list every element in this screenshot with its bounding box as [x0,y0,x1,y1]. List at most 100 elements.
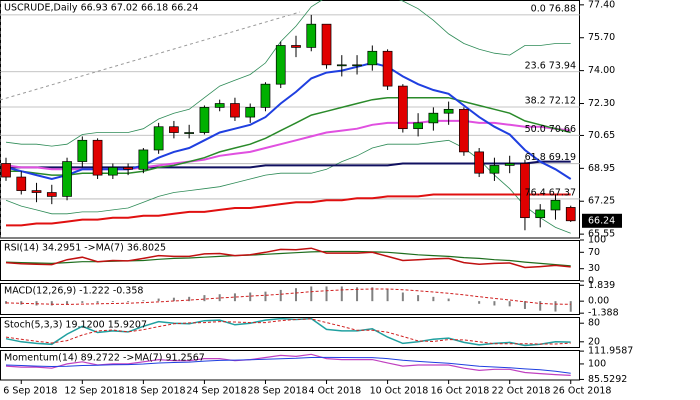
last-price-box [582,213,622,228]
histogram-bar [142,300,145,302]
last-price-label: 66.24 [588,215,615,226]
candle-body [169,126,179,133]
x-tick-label: 24 Sep 2018 [186,386,246,397]
candle-body [504,163,515,166]
histogram-bar [50,301,53,306]
panel-title: USCRUDE,Daily 66.93 67.02 66.18 66.24 [4,3,198,14]
fib-label: 50.0 70.66 [525,124,576,135]
candle-body [153,126,164,151]
histogram-bar [203,295,206,302]
y-tick-label: 72.30 [588,98,615,109]
y-tick-label: 85.5292 [588,374,627,385]
fib-label: 23.6 73.94 [525,60,576,71]
histogram-bar [172,297,175,302]
fib-label: 0.0 76.88 [531,3,576,14]
panel-title: Stoch(5,3,3) 19.1200 15.9207 [4,320,147,331]
candle-body [352,64,362,67]
y-tick-label: 0 [588,276,594,287]
x-tick-label: 28 Sep 2018 [247,386,307,397]
indicator-line [5,356,571,374]
candle-body [260,83,271,108]
y-tick-label: 100 [588,358,606,369]
histogram-bar [386,289,389,302]
x-tick-label: 22 Oct 2018 [492,386,551,397]
y-tick-label: 100 [588,235,606,246]
indicator-line [6,193,571,227]
candle-body [565,207,576,222]
panel-title: RSI(14) 34.2951 ->MA(7) 36.8025 [4,243,166,254]
fib-label: 76.4 67.37 [525,187,576,198]
y-tick-label: 1.839 [588,280,615,291]
candle-body [107,167,118,176]
candle-body [306,23,317,48]
candle-body [245,107,256,118]
y-tick-label: 111.9587 [588,346,633,357]
histogram-bar [81,301,84,303]
y-tick-label: -1.388 [588,308,619,319]
y-tick-label: 70 [588,247,600,258]
histogram-bar [401,292,404,302]
histogram-bar [157,298,160,302]
histogram-bar [111,301,114,303]
indicator-line [5,288,571,305]
candle-body [92,139,103,176]
candle-body [550,199,561,211]
histogram-bar [340,286,343,302]
candle-body [214,103,225,108]
candle-body [123,167,133,170]
candle-body [291,45,301,48]
candle-body [382,50,393,87]
histogram-bar [249,292,252,302]
histogram-bar [279,289,282,302]
panel-frame [0,317,580,348]
histogram-bar [310,286,313,302]
histogram-bar [417,295,420,302]
histogram-bar [218,294,221,302]
candle-body [413,122,423,130]
candle-body [336,64,347,67]
candle-body [138,149,149,170]
x-tick-label: 12 Sep 2018 [64,386,124,397]
histogram-bar [188,296,191,302]
y-tick-label: 74.00 [588,65,615,76]
indicator-line [5,317,571,347]
y-tick-label: 70.65 [588,130,615,141]
trend-line [0,11,301,101]
candle-body [489,165,500,174]
histogram-bar [371,287,374,302]
candle-body [474,151,485,174]
histogram-bar [447,298,450,302]
histogram-bar [325,286,328,302]
histogram-bar [96,301,99,303]
histogram-bar [569,301,572,312]
histogram-bar [493,301,496,306]
panel [5,353,571,376]
histogram-bar [127,301,130,303]
candle-body [428,112,439,124]
candle-body [275,45,286,85]
x-tick-label: 16 Oct 2018 [431,386,490,397]
candle-body [31,190,42,193]
y-tick-label: 20 [588,336,600,347]
y-tick-label: 65.55 [588,229,615,240]
histogram-bar [66,301,69,305]
panel [0,0,580,234]
histogram-bar [356,287,359,302]
histogram-bar [432,296,435,302]
panel-title: MACD(12,26,9) -1.222 -0.358 [4,286,143,297]
fib-label: 38.2 72.12 [525,96,576,107]
y-tick-label: 30 [588,263,600,274]
indicator-line [5,119,571,171]
fib-label: 61.8 69.19 [525,152,576,163]
histogram-bar [295,288,297,302]
candle-body [520,163,530,219]
indicator-line [5,247,571,269]
y-tick-label: 80 [588,318,600,329]
candle-body [62,161,72,197]
candle-body [535,209,546,219]
panel [5,286,572,312]
x-tick-label: 6 Sep 2018 [3,386,57,397]
panel [5,247,571,269]
panel-title: Momentum(14) 89.2722 ->MA(7) 91.2567 [4,353,205,364]
